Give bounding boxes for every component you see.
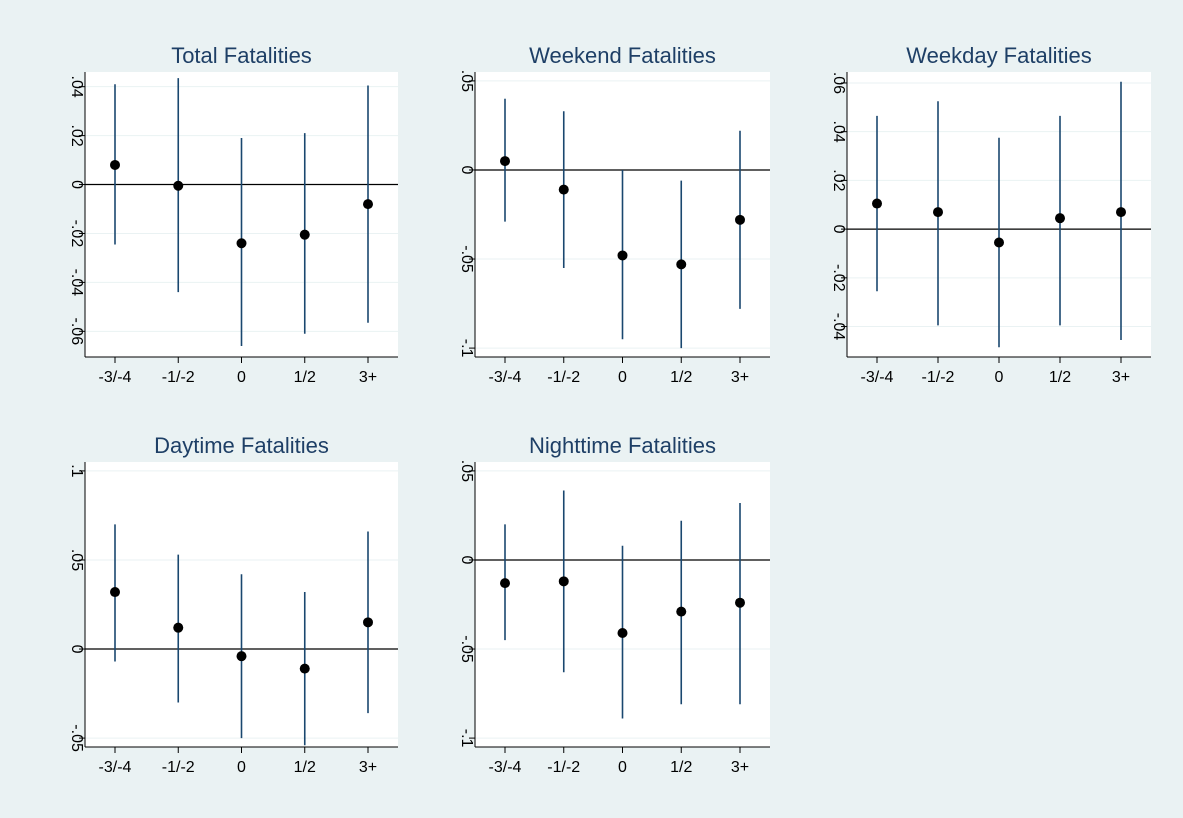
point-estimate [110,159,120,170]
x-tick-label: 0 [995,369,1004,386]
panel-nighttime-fatalities: -.1 -.05 0 .05 -3/-4 -1/-2 0 1/2 3+ Nighttime Fat… [458,433,770,776]
y-tick-label: .02 [830,169,847,191]
y-tick-label: 0 [458,556,475,565]
y-tick-label: 0 [68,180,85,189]
y-tick-label: -.05 [458,635,475,663]
point-estimate [994,237,1004,248]
point-estimate [933,207,943,218]
x-tick-label: -3/-4 [861,369,894,386]
x-tick-label: -1/-2 [162,759,195,776]
point-estimate [173,180,184,191]
y-tick-label: 0 [68,645,85,654]
panel-weekday-fatalities: -.04 -.02 0 .02 .04 .06 -3/-4 -1/-2 0 1/2 3+ Weekda… [830,43,1151,386]
y-tick-label: -.02 [830,264,847,292]
point-estimate [236,238,247,249]
y-tick-label: 0 [830,225,847,234]
x-tick-label: 0 [618,369,627,386]
point-estimate [110,587,120,598]
x-tick-label: -3/-4 [489,759,522,776]
panel-title: Total Fatalities [171,43,312,68]
x-tick-label: 1/2 [670,369,692,386]
x-tick-label: 3+ [731,759,749,776]
x-tick-label: 3+ [359,759,377,776]
x-tick-label: -1/-2 [162,369,195,386]
x-tick-label: 1/2 [294,759,316,776]
y-tick-label: -.04 [68,269,85,297]
point-estimate [299,663,310,674]
y-tick-label: .05 [458,460,475,482]
point-estimate [676,259,687,270]
y-tick-label: -.05 [458,245,475,273]
point-estimate [676,606,687,617]
point-estimate [872,198,882,209]
y-tick-label: -.02 [68,220,85,248]
point-estimate [500,578,510,589]
x-tick-label: -1/-2 [547,759,580,776]
x-tick-label: 3+ [359,369,377,386]
y-tick-label: .02 [68,124,85,146]
panel-title: Nighttime Fatalities [529,433,716,458]
point-estimate [558,184,569,195]
point-estimate [173,622,184,633]
x-tick-label: 1/2 [294,369,316,386]
panel-total-fatalities: -.06 -.04 -.02 0 .02 .04 -3/-4 -1/-2 0 1/2 3+ Total… [68,43,398,386]
x-tick-label: -3/-4 [99,369,132,386]
x-tick-label: 3+ [1112,369,1130,386]
y-tick-label: .05 [68,549,85,571]
y-tick-label: -.1 [458,339,475,358]
y-tick-label: .06 [830,72,847,94]
point-estimate [1055,213,1065,224]
x-tick-label: -1/-2 [922,369,955,386]
panel-weekend-fatalities: -.1 -.05 0 .05 -3/-4 -1/-2 0 1/2 3+ Weekend Fatal… [458,43,770,386]
panel-title: Weekday Fatalities [906,43,1091,68]
point-estimate [363,617,373,628]
y-tick-label: .1 [68,464,85,477]
y-tick-label: -.04 [830,313,847,341]
panel-daytime-fatalities: -.05 0 .05 .1 -3/-4 -1/-2 0 1/2 3+ Daytime Fatali… [68,433,398,776]
point-estimate [1116,207,1126,218]
point-estimate [236,651,247,662]
x-tick-label: 0 [618,759,627,776]
point-estimate [299,229,310,240]
y-tick-label: -.1 [458,729,475,748]
point-estimate [363,199,373,210]
panel-title: Daytime Fatalities [154,433,329,458]
x-tick-label: 1/2 [1049,369,1071,386]
x-tick-label: 0 [237,759,246,776]
y-tick-label: .04 [830,121,847,143]
point-estimate [617,250,628,261]
y-tick-label: 0 [458,166,475,175]
point-estimate [558,576,569,587]
x-tick-label: -1/-2 [547,369,580,386]
x-tick-label: -3/-4 [489,369,522,386]
y-tick-label: -.06 [68,318,85,346]
point-estimate [735,597,745,608]
x-tick-label: 1/2 [670,759,692,776]
y-tick-label: -.05 [68,724,85,752]
y-tick-label: .05 [458,70,475,92]
x-tick-label: -3/-4 [99,759,132,776]
point-estimate [617,628,628,638]
x-tick-label: 0 [237,369,246,386]
point-estimate [500,156,510,167]
x-tick-label: 3+ [731,369,749,386]
point-estimate [735,214,745,225]
panel-title: Weekend Fatalities [529,43,716,68]
y-tick-label: .04 [68,76,85,98]
